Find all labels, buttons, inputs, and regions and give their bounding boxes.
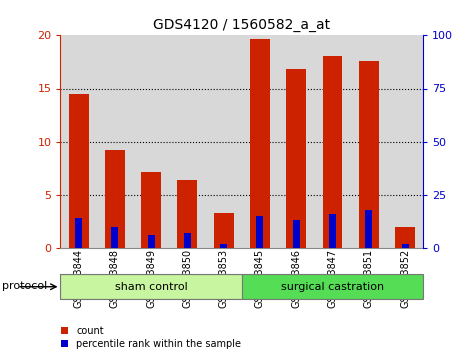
Text: surgical castration: surgical castration — [281, 282, 384, 292]
Bar — [250, 39, 270, 248]
Bar — [256, 216, 264, 248]
Bar — [351, 35, 387, 248]
Bar — [395, 227, 415, 248]
Bar — [97, 35, 133, 248]
Legend: count, percentile rank within the sample: count, percentile rank within the sample — [60, 326, 241, 349]
Bar — [387, 35, 423, 248]
Bar — [75, 218, 82, 248]
Bar — [329, 214, 336, 248]
Bar — [292, 220, 300, 248]
Bar — [133, 35, 169, 248]
Bar — [105, 150, 125, 248]
Bar — [178, 180, 197, 248]
Bar — [60, 274, 242, 299]
Bar — [141, 172, 161, 248]
Bar — [242, 274, 423, 299]
Bar — [206, 35, 242, 248]
Title: GDS4120 / 1560582_a_at: GDS4120 / 1560582_a_at — [153, 18, 330, 32]
Bar — [169, 35, 206, 248]
Bar — [184, 233, 191, 248]
Bar — [214, 213, 233, 248]
Bar — [69, 94, 88, 248]
Bar — [359, 61, 379, 248]
Text: protocol: protocol — [2, 281, 47, 291]
Bar — [401, 244, 409, 248]
Text: sham control: sham control — [115, 282, 187, 292]
Bar — [286, 69, 306, 248]
Bar — [147, 235, 155, 248]
Bar — [111, 227, 119, 248]
Bar — [60, 35, 97, 248]
Bar — [242, 35, 278, 248]
Bar — [278, 35, 314, 248]
Bar — [365, 210, 372, 248]
Bar — [323, 56, 342, 248]
Bar — [314, 35, 351, 248]
Bar — [220, 244, 227, 248]
